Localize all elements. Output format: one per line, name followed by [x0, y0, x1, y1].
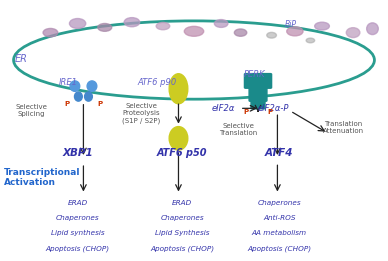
Text: ER: ER [15, 54, 28, 64]
Text: Lipid synthesis: Lipid synthesis [51, 230, 104, 236]
Text: AA metabolism: AA metabolism [252, 230, 307, 236]
Ellipse shape [85, 92, 92, 101]
Text: Chaperones: Chaperones [56, 215, 99, 221]
Ellipse shape [367, 23, 378, 35]
Text: eIF2α: eIF2α [211, 104, 235, 113]
Ellipse shape [287, 27, 303, 36]
Text: ATF4: ATF4 [265, 148, 294, 158]
Ellipse shape [156, 22, 170, 30]
FancyBboxPatch shape [249, 87, 267, 101]
Text: ATF6 p90: ATF6 p90 [137, 78, 177, 87]
Text: XBP1: XBP1 [62, 148, 93, 158]
Text: Chaperones: Chaperones [258, 200, 301, 206]
Text: IRE1: IRE1 [59, 78, 77, 87]
Text: Lipid Synthesis: Lipid Synthesis [155, 230, 210, 236]
Text: Selective
Translation: Selective Translation [220, 123, 258, 136]
Text: Apoptosis (CHOP): Apoptosis (CHOP) [247, 245, 312, 252]
Text: ERAD: ERAD [68, 200, 88, 206]
Ellipse shape [87, 81, 97, 91]
Ellipse shape [74, 92, 82, 101]
Text: P: P [267, 109, 272, 115]
Ellipse shape [43, 28, 58, 37]
Text: Anti-ROS: Anti-ROS [263, 215, 296, 221]
Text: P: P [64, 102, 70, 107]
Ellipse shape [306, 38, 315, 43]
Text: eIF2α-P: eIF2α-P [258, 104, 289, 113]
Ellipse shape [315, 22, 329, 30]
Text: PERK: PERK [243, 70, 265, 79]
Ellipse shape [346, 28, 360, 38]
Ellipse shape [169, 74, 188, 104]
Text: P: P [244, 109, 249, 115]
Text: ATF6 p50: ATF6 p50 [157, 148, 208, 158]
FancyBboxPatch shape [244, 74, 272, 88]
FancyBboxPatch shape [251, 100, 265, 109]
Ellipse shape [169, 127, 188, 150]
Text: Selective
Splicing: Selective Splicing [15, 104, 47, 117]
Ellipse shape [98, 23, 112, 31]
Text: BiP: BiP [285, 20, 297, 29]
Ellipse shape [234, 29, 247, 36]
Text: Transcriptional
Activation: Transcriptional Activation [4, 168, 80, 187]
Ellipse shape [267, 32, 276, 38]
Ellipse shape [70, 81, 80, 91]
Ellipse shape [184, 26, 204, 36]
Text: Apoptosis (CHOP): Apoptosis (CHOP) [45, 245, 110, 252]
Text: Translation
Attenuation: Translation Attenuation [323, 121, 364, 134]
Text: Chaperones: Chaperones [161, 215, 204, 221]
Text: P: P [97, 102, 102, 107]
Text: Apoptosis (CHOP): Apoptosis (CHOP) [150, 245, 215, 252]
Ellipse shape [69, 19, 86, 28]
Text: ERAD: ERAD [172, 200, 192, 206]
Ellipse shape [124, 18, 140, 27]
Ellipse shape [214, 20, 228, 27]
Text: Selective
Proteolysis
(S1P / S2P): Selective Proteolysis (S1P / S2P) [123, 103, 161, 124]
